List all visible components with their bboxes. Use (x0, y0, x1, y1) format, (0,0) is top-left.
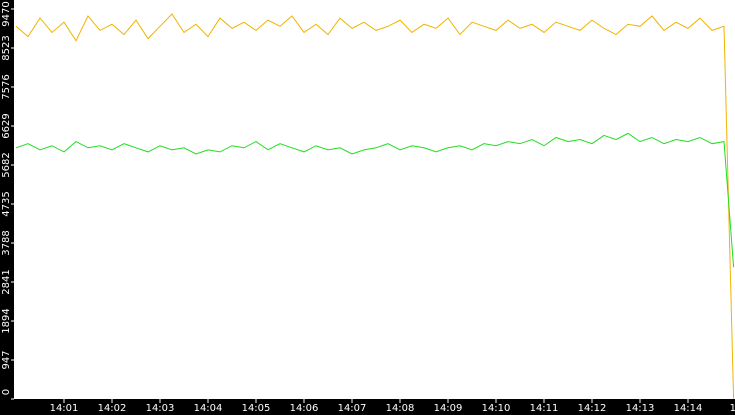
x-tick-label: 14 (730, 403, 735, 414)
x-tick-label: 14:05 (242, 403, 271, 414)
y-axis-band (0, 0, 14, 415)
x-tick-label: 14:09 (434, 403, 463, 414)
x-tick-label: 14:14 (674, 403, 703, 414)
x-axis-band (0, 399, 735, 415)
series-line (15, 13, 735, 400)
y-tick-label: 5682 (1, 152, 12, 177)
x-tick-label: 14:11 (530, 403, 559, 414)
y-tick-label: 9470 (1, 1, 12, 26)
x-tick-label: 14:04 (194, 403, 223, 414)
y-tick-label: 2841 (1, 269, 12, 294)
y-tick-label: 6629 (1, 113, 12, 138)
y-tick-label: 7576 (1, 74, 12, 99)
x-tick-label: 14:07 (338, 403, 367, 414)
x-tick-label: 14:12 (578, 403, 607, 414)
y-tick-label: 3788 (1, 230, 12, 255)
series-line (15, 132, 735, 268)
x-tick-label: 14:08 (386, 403, 415, 414)
y-tick-label: 0 (1, 389, 12, 395)
x-tick-label: 14:13 (626, 403, 655, 414)
y-tick-label: 4735 (1, 191, 12, 216)
x-tick-label: 14:06 (290, 403, 319, 414)
y-tick-label: 1894 (1, 308, 12, 333)
x-tick-label: 14:03 (146, 403, 175, 414)
x-tick-label: 14:02 (98, 403, 127, 414)
x-tick-label: 14:01 (50, 403, 79, 414)
x-tick-label: 14:10 (482, 403, 511, 414)
y-tick-label: 947 (1, 350, 12, 369)
y-tick-label: 8523 (1, 35, 12, 60)
